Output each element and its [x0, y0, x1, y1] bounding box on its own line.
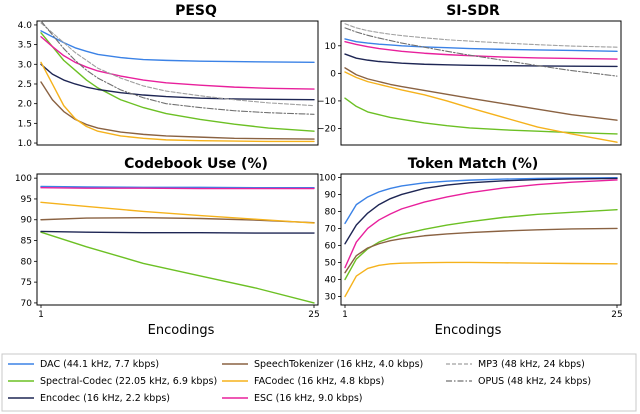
y-tick-label: 4.0: [18, 21, 33, 31]
legend-frame: [1, 353, 637, 412]
x-axis-label: Encodings: [148, 323, 215, 338]
legend-item-dac: DAC (44.1 kHz, 7.7 kbps): [8, 359, 159, 370]
series-line-esc: [40, 36, 315, 90]
series-line-speechtokenizer: [40, 81, 315, 140]
legend-label: ESC (16 kHz, 9.0 kbps): [254, 393, 363, 404]
y-tick-label: 60: [325, 241, 337, 251]
x-ticks: 1 25: [342, 305, 623, 320]
y-tick-label: 1.5: [18, 119, 32, 129]
chart-title: PESQ: [175, 3, 217, 19]
legend: DAC (44.1 kHz, 7.7 kbps) Spectral-Codec (…: [1, 353, 637, 412]
legend-label: DAC (44.1 kHz, 7.7 kbps): [40, 359, 159, 370]
plot-frame: [340, 173, 622, 306]
chart-panel-codebook-use: Codebook Use (%) 70 75 80 85 90 95 100 1 25 Enc…: [15, 156, 320, 338]
y-tick-label: 50: [325, 258, 337, 268]
y-tick-label: 100: [319, 173, 336, 183]
y-tick-label: 1.0: [18, 139, 33, 149]
series-line-esc: [344, 40, 618, 60]
plot-frame: [36, 173, 319, 306]
legend-label: Spectral-Codec (22.05 kHz, 6.9 kbps): [40, 376, 217, 387]
x-ticks: 1 25: [38, 305, 320, 320]
chart-title: SI-SDR: [446, 3, 500, 19]
y-tick-label: 75: [21, 278, 32, 288]
y-tick-label: 40: [325, 275, 337, 285]
series-group: [40, 185, 315, 304]
x-axis-label: Encodings: [435, 323, 502, 338]
x-tick-label: 1: [342, 310, 348, 320]
y-tick-label: 30: [325, 292, 337, 302]
series-line-mp3: [40, 22, 315, 107]
legend-item-esc: ESC (16 kHz, 9.0 kbps): [222, 393, 363, 404]
series-line-facodec: [40, 61, 315, 143]
y-tick-label: 2.5: [18, 80, 32, 90]
series-line-dac: [344, 177, 618, 225]
y-tick-label: 90: [325, 190, 337, 200]
series-line-opus: [40, 20, 315, 115]
y-tick-label: 100: [15, 174, 32, 184]
series-line-facodec: [40, 201, 315, 224]
chart-title: Token Match (%): [408, 156, 539, 172]
series-line-speechtokenizer: [344, 227, 618, 274]
plot-frame: [36, 20, 319, 146]
legend-label: OPUS (48 kHz, 24 kbps): [478, 376, 591, 387]
y-tick-label: 70: [21, 299, 33, 309]
y-tick-label: 80: [325, 207, 337, 217]
x-tick-label: 25: [308, 310, 319, 320]
series-line-facodec: [344, 261, 618, 298]
series-line-opus: [344, 27, 618, 77]
series-group: [40, 20, 315, 143]
legend-item-speechtokenizer: SpeechTokenizer (16 kHz, 4.0 kbps): [222, 359, 423, 370]
legend-item-spectral-codec: Spectral-Codec (22.05 kHz, 6.9 kbps): [8, 376, 217, 387]
y-tick-label: 10: [325, 42, 337, 52]
series-line-spectral-codec: [40, 231, 315, 304]
series-line-encodec: [344, 177, 618, 245]
legend-item-opus: OPUS (48 kHz, 24 kbps): [446, 376, 591, 387]
series-line-spectral-codec: [40, 32, 315, 132]
y-tick-label: 80: [21, 257, 33, 267]
x-tick-label: 25: [611, 310, 622, 320]
legend-label: SpeechTokenizer (16 kHz, 4.0 kbps): [254, 359, 423, 370]
series-line-speechtokenizer: [344, 67, 618, 121]
legend-label: MP3 (48 kHz, 24 kbps): [478, 359, 585, 370]
chart-title: Codebook Use (%): [124, 156, 268, 172]
series-line-dac: [40, 185, 315, 189]
series-line-spectral-codec: [344, 97, 618, 135]
legend-items: DAC (44.1 kHz, 7.7 kbps) Spectral-Codec (…: [8, 359, 591, 404]
legend-item-mp3: MP3 (48 kHz, 24 kbps): [446, 359, 585, 370]
series-line-encodec: [40, 230, 315, 234]
y-tick-label: −10: [317, 97, 336, 107]
chart-panel-si-sdr: SI-SDR −20 −10 0 10: [317, 3, 622, 146]
y-tick-label: 2.0: [18, 100, 33, 110]
y-tick-label: 3.0: [18, 60, 33, 70]
chart-panel-pesq: PESQ 1.0 1.5 2.0 2.5 3.0 3.5 4.0: [18, 3, 319, 149]
y-tick-label: 95: [21, 195, 32, 205]
legend-label: Encodec (16 kHz, 2.2 kbps): [40, 393, 170, 404]
series-line-encodec: [40, 63, 315, 101]
y-ticks: 30 40 50 60 70 80 90 100: [319, 173, 341, 302]
chart-panel-token-match: Token Match (%) 30 40 50 60 70 80 90 100 1 25 En…: [319, 156, 623, 338]
plot-frame: [340, 20, 622, 146]
series-line-mp3: [344, 23, 618, 48]
x-tick-label: 1: [38, 310, 44, 320]
series-group: [344, 177, 618, 298]
legend-item-encodec: Encodec (16 kHz, 2.2 kbps): [8, 393, 170, 404]
legend-item-facodec: FACodec (16 kHz, 4.8 kbps): [222, 376, 384, 387]
series-line-spectral-codec: [344, 209, 618, 281]
y-ticks: 1.0 1.5 2.0 2.5 3.0 3.5 4.0: [18, 21, 37, 149]
y-ticks: 70 75 80 85 90 95 100: [15, 174, 37, 309]
y-tick-label: 85: [21, 237, 32, 247]
series-line-esc: [40, 187, 315, 190]
y-tick-label: 70: [325, 224, 337, 234]
series-line-facodec: [344, 71, 618, 143]
series-group: [344, 23, 618, 143]
legend-label: FACodec (16 kHz, 4.8 kbps): [254, 376, 384, 387]
y-tick-label: 0: [330, 69, 336, 79]
y-tick-label: −20: [317, 124, 336, 134]
y-ticks: −20 −10 0 10: [317, 42, 341, 134]
series-line-esc: [344, 179, 618, 269]
y-tick-label: 90: [21, 216, 33, 226]
y-tick-label: 3.5: [18, 41, 32, 51]
